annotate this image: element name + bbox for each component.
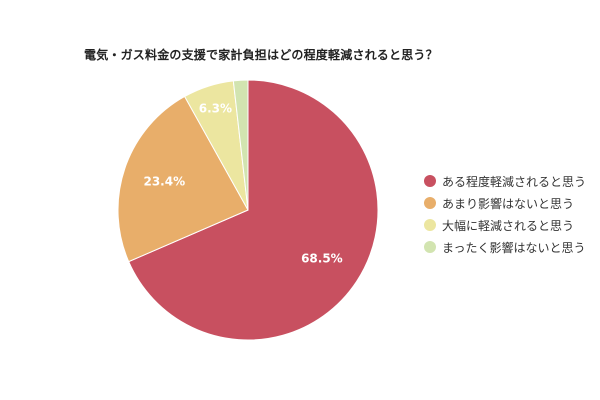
legend-label-4: まったく影響はないと思う — [442, 240, 586, 255]
legend-label-2: あまり影響はないと思う — [442, 196, 575, 211]
legend-item-1[interactable]: ある程度軽減されると思う — [424, 170, 586, 192]
pie-slice-4 — [232, 79, 249, 211]
legend-item-3[interactable]: 大幅に軽減されると思う — [424, 214, 586, 236]
legend-item-2[interactable]: あまり影響はないと思う — [424, 192, 586, 214]
pie-slice-1 — [128, 79, 379, 341]
slice-label-2: 23.4% — [143, 175, 185, 189]
pie-slice-2 — [117, 95, 249, 263]
legend-item-4[interactable]: まったく影響はないと思う — [424, 236, 586, 258]
legend-swatch-3 — [424, 219, 436, 231]
legend-swatch-4 — [424, 241, 436, 253]
legend-label-1: ある程度軽減されると思う — [442, 174, 587, 189]
legend-label-3: 大幅に軽減されると思う — [442, 218, 575, 233]
legend-swatch-1 — [424, 175, 436, 187]
legend-swatch-2 — [424, 197, 436, 209]
legend: ある程度軽減されると思う あまり影響はないと思う 大幅に軽減されると思う まったく影響… — [424, 170, 586, 258]
chart-title: 電気・ガス料金の支援で家計負担はどの程度軽減されると思う？ — [84, 48, 438, 62]
slice-label-3: 6.3% — [199, 102, 232, 116]
slice-label-1: 68.5% — [301, 252, 343, 266]
